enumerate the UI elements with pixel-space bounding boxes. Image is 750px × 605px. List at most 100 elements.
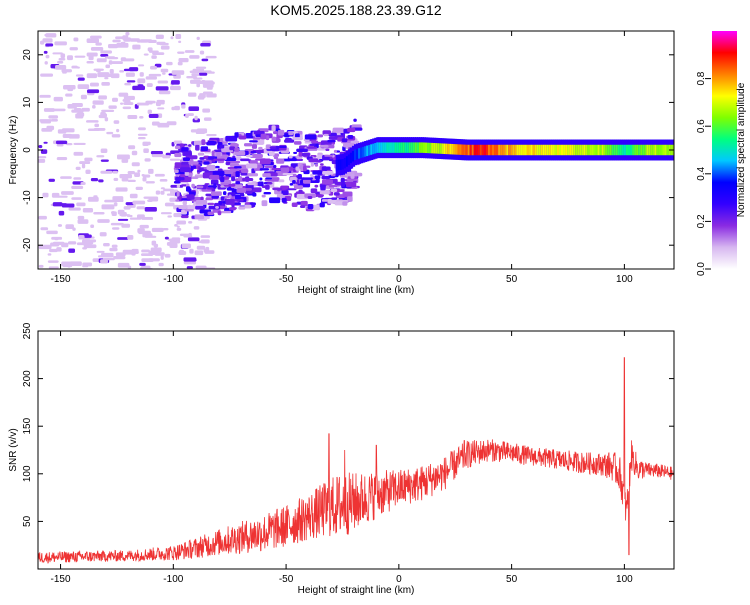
spectrogram-cell xyxy=(98,179,104,183)
spectrogram-cell xyxy=(284,139,295,143)
spectrogram-cell xyxy=(220,176,225,183)
spectrogram-cell xyxy=(516,144,520,156)
spectrogram-cell xyxy=(284,133,290,138)
colorbar-tick-label: 0.0 xyxy=(696,262,707,276)
spectrogram-cell xyxy=(101,204,115,210)
spectrogram-cell xyxy=(167,215,172,218)
spectrogram-cell xyxy=(125,72,135,77)
snr-y-label: SNR (v/v) xyxy=(8,428,19,471)
spectrogram-cell xyxy=(225,161,231,166)
spectrogram-cell xyxy=(372,143,376,155)
spectrogram-cell xyxy=(113,120,120,124)
spectrogram-cell xyxy=(188,144,192,147)
spectrogram-cell xyxy=(143,53,149,56)
spectrogram-cell xyxy=(447,143,451,155)
spectrogram-cell xyxy=(253,131,265,135)
spectrogram-cell xyxy=(552,144,557,156)
spectrogram-cell xyxy=(191,73,200,77)
spectrogram-cell xyxy=(94,197,99,202)
spectrogram-cell xyxy=(412,142,417,153)
spectrogram-cell xyxy=(175,34,182,39)
spectrogram-cell xyxy=(139,224,149,229)
spectrogram-cell xyxy=(441,143,445,154)
spectrogram-cell xyxy=(268,151,275,156)
spectrogram-cell xyxy=(235,171,240,177)
x-tick-label: -100 xyxy=(163,274,183,285)
spectrogram-cell xyxy=(181,147,189,152)
spectrogram-cell xyxy=(45,33,57,38)
spectrogram-cell xyxy=(181,215,189,219)
spectrogram-cell xyxy=(349,152,354,164)
spectrogram-cell xyxy=(321,175,330,180)
spectrogram-cell xyxy=(224,157,237,162)
spectrogram-cell xyxy=(235,181,241,185)
spectrogram-cell xyxy=(546,144,550,156)
spectrogram-cell xyxy=(151,154,165,158)
spectrogram-cell xyxy=(108,60,113,65)
spectrogram-cell xyxy=(289,183,294,186)
spectrogram-cell xyxy=(634,144,638,156)
spectrogram-cell xyxy=(193,140,201,146)
spectrogram-cell xyxy=(250,150,257,154)
spectrogram-cell xyxy=(238,135,247,140)
spectrogram-cell xyxy=(625,144,630,156)
spectrogram-cell xyxy=(310,173,314,178)
spectrogram-cell xyxy=(240,158,250,162)
spectrogram-cell xyxy=(144,207,157,212)
spectrogram-cell xyxy=(437,143,441,154)
spectrogram-cell xyxy=(100,252,114,258)
y-tick-label: 100 xyxy=(22,465,33,482)
spectrogram-cell xyxy=(111,61,123,65)
spectrogram-cell xyxy=(293,141,302,145)
spectrogram-cell xyxy=(273,156,279,160)
spectrogram-cell xyxy=(142,174,151,178)
spectrogram-cell xyxy=(143,148,149,154)
spectrogram-cell xyxy=(292,179,296,184)
spectrogram-cell xyxy=(57,224,63,227)
spectrogram-cell xyxy=(183,261,197,265)
spectrogram-cell xyxy=(646,144,650,156)
spectrogram-cell xyxy=(303,139,310,142)
spectrogram-cell xyxy=(660,144,664,156)
spectrogram-cell xyxy=(49,248,58,253)
spectrogram-cell xyxy=(337,159,341,171)
spectrogram-cell xyxy=(642,144,646,156)
spectrogram-cell xyxy=(100,50,112,54)
spectrogram-cell xyxy=(310,188,318,194)
spectrogram-cell xyxy=(97,219,110,223)
spectrogram-cell xyxy=(75,74,84,77)
spectrogram-cell xyxy=(176,190,180,197)
spectrogram-cell xyxy=(174,105,180,111)
spectrogram-cell xyxy=(632,144,636,156)
spectrogram-cell xyxy=(117,209,125,215)
spectrogram-cell xyxy=(307,195,313,199)
spectrogram-cell xyxy=(113,202,118,207)
spectrogram-cell xyxy=(615,144,620,156)
spectrogram-cell xyxy=(251,144,258,149)
spectrogram-cell xyxy=(215,165,220,169)
spectrogram-cell xyxy=(206,93,217,98)
spectrogram-cell xyxy=(98,95,107,100)
spectrogram-cell xyxy=(45,43,54,47)
spectrogram-cell xyxy=(636,144,640,156)
spectrogram-cell xyxy=(312,170,322,175)
colorbar-ticks: 0.0 0.2 0.4 0.6 0.8 xyxy=(696,71,711,276)
spectrogram-cell xyxy=(90,35,102,39)
spectrogram-cell xyxy=(282,172,294,176)
spectrogram-cell xyxy=(90,46,104,51)
spectrogram-cell xyxy=(147,199,153,202)
spectrogram-cell xyxy=(82,208,94,213)
spectrogram-cell xyxy=(174,224,178,227)
spectrogram-cell xyxy=(194,115,198,121)
spectrogram-cell xyxy=(201,41,212,44)
spectrogram-cell xyxy=(164,202,175,207)
spectrogram-cell xyxy=(384,142,388,153)
snr-x-ticks: -150 -100 -50 0 50 100 xyxy=(51,331,633,585)
spectrogram-cell xyxy=(177,51,185,54)
spectrogram-cell xyxy=(38,244,52,250)
spectrogram-cell xyxy=(542,144,546,156)
spectrogram-cell xyxy=(611,144,615,156)
spectrogram-cell xyxy=(160,187,165,190)
spectrogram-cell xyxy=(203,70,212,74)
spectrogram-cell xyxy=(242,177,254,182)
